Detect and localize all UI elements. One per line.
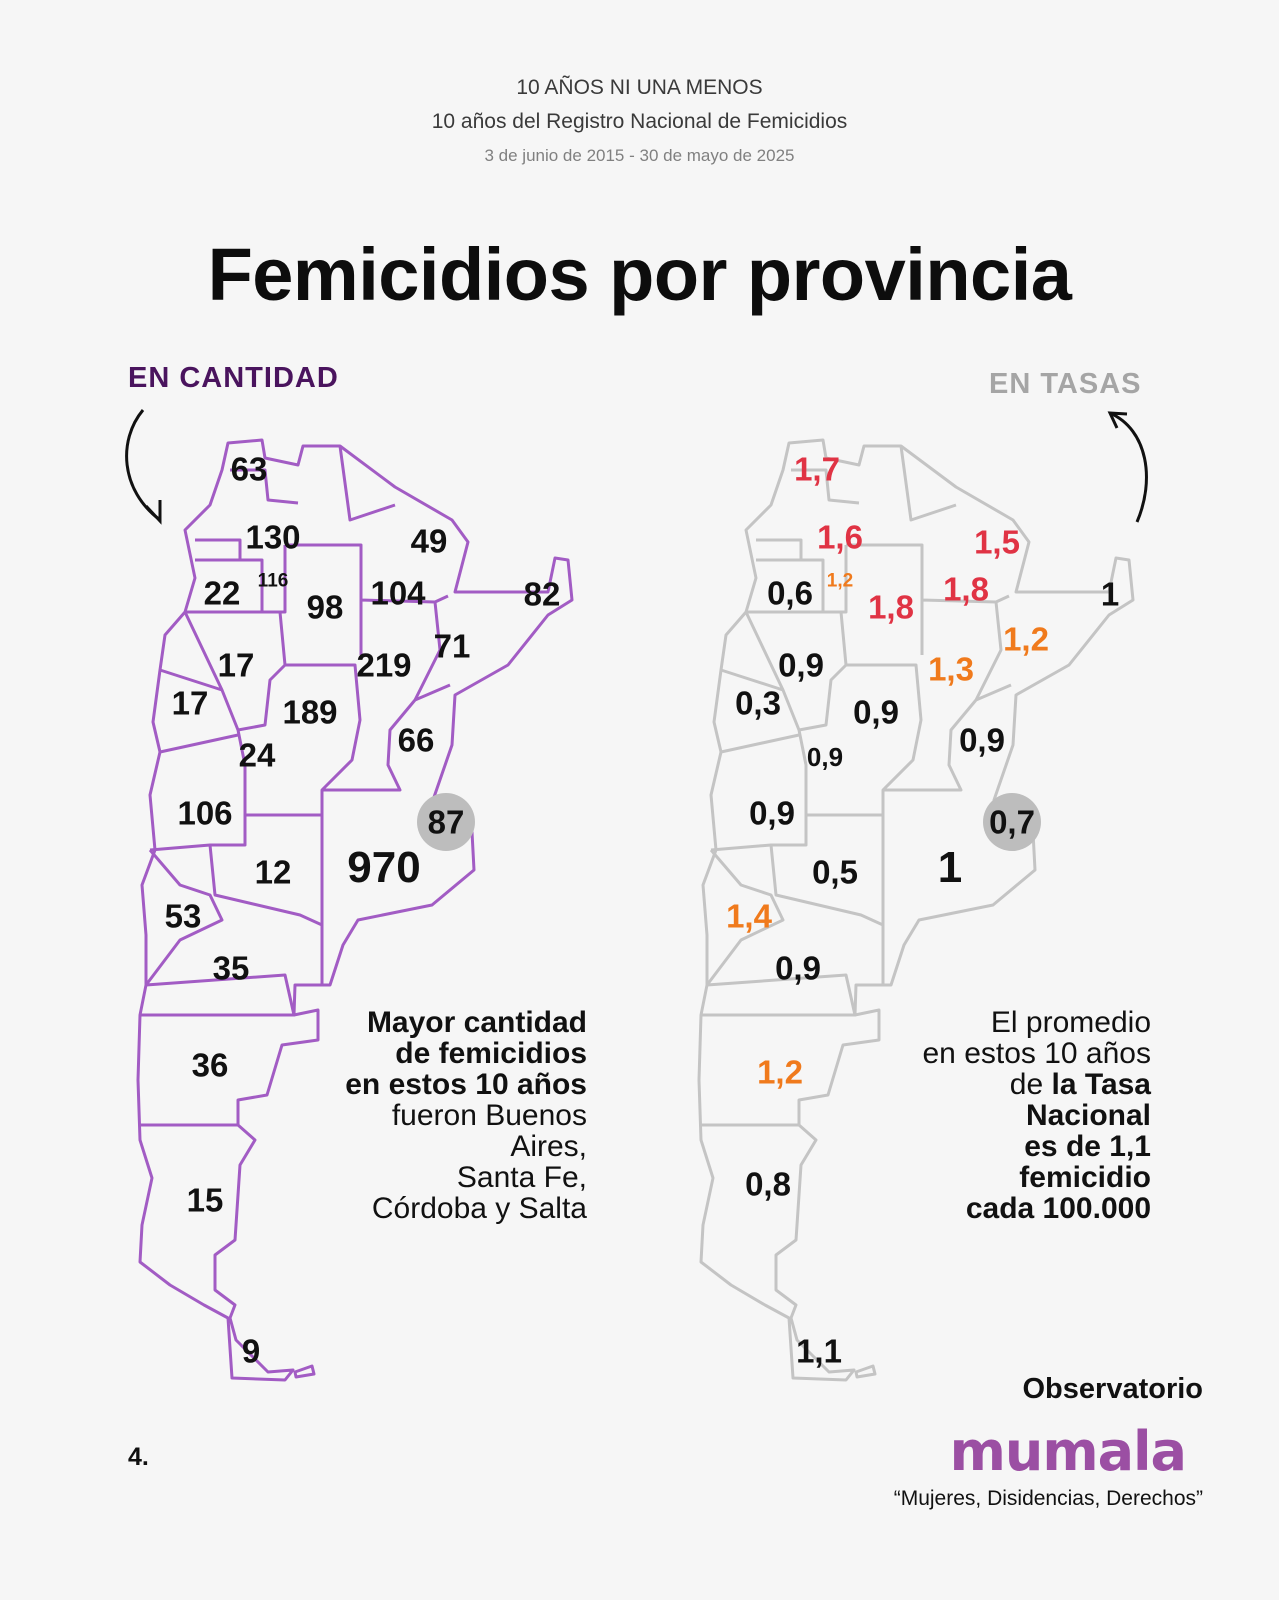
value-rionegro: 35 <box>212 949 250 987</box>
rate-chaco: 1,8 <box>943 570 989 608</box>
note-quantity-line-6: Santa Fe, <box>456 1161 587 1194</box>
value-santafe: 219 <box>356 646 412 684</box>
note-rates-line-3: de <box>1009 1068 1052 1101</box>
note-rates-bold-6: femicidio <box>1019 1161 1151 1194</box>
observatory-label: Observatorio <box>1022 1373 1204 1405</box>
value-buenosaires: 970 <box>347 843 421 892</box>
tierra-del-fuego-outline-right <box>854 1364 877 1379</box>
caba-marker-left <box>417 793 475 851</box>
rate-buenosaires: 1 <box>937 843 963 892</box>
value-sanluis: 24 <box>238 736 276 774</box>
rate-santafe: 1,3 <box>928 650 974 688</box>
rate-formosa: 1,5 <box>974 523 1020 561</box>
note-quantity-line-1: Mayor cantidad <box>366 1006 587 1039</box>
note-rates-bold-5: es de 1,1 <box>1024 1130 1151 1163</box>
note-quantity-line-7: Córdoba y Salta <box>371 1192 587 1225</box>
rate-jujuy: 1,7 <box>794 450 840 488</box>
note-rates-bold-3: la Tasa <box>1051 1068 1151 1101</box>
note-rates-bold-4: Nacional <box>1025 1099 1151 1132</box>
province-borders-right <box>701 445 1012 1127</box>
note-quantity-line-4: fueron Buenos <box>391 1099 587 1132</box>
rate-rionegro: 0,9 <box>775 949 821 987</box>
province-borders <box>140 445 451 1127</box>
value-tucuman: 116 <box>257 570 289 592</box>
note-quantity-line-2: de femicidios <box>395 1037 587 1070</box>
rate-lapampa: 0,5 <box>812 853 858 891</box>
note-quantity-line-5: Aires, <box>510 1130 587 1163</box>
rate-santiago: 1,8 <box>868 588 914 626</box>
rate-sanjuan: 0,3 <box>735 684 781 722</box>
rate-mendoza: 0,9 <box>749 794 795 832</box>
rate-tierradelfuego: 1,1 <box>796 1332 842 1370</box>
value-chaco: 104 <box>370 574 426 612</box>
rate-larioja: 0,9 <box>778 646 824 684</box>
value-salta: 130 <box>245 518 301 556</box>
value-cordoba: 189 <box>282 693 338 731</box>
value-corrientes: 71 <box>433 627 471 665</box>
argentina-map-quantity <box>136 438 574 1382</box>
page-number: 4. <box>128 1443 149 1471</box>
value-caba: 87 <box>427 803 465 841</box>
curved-arrow-left-icon <box>125 409 161 522</box>
arrowhead-left-icon <box>144 500 162 525</box>
note-rates-bold-7: cada 100.000 <box>965 1192 1151 1225</box>
value-larioja: 17 <box>217 646 255 684</box>
note-rates-line-1: El promedio <box>990 1006 1151 1039</box>
province-outline-right <box>697 438 1135 1382</box>
province-outline-left <box>136 438 574 1382</box>
rate-santacruz: 0,8 <box>745 1165 791 1203</box>
rate-sanluis: 0,9 <box>806 742 844 772</box>
value-sanjuan: 17 <box>171 684 209 722</box>
caba-marker-right <box>983 793 1041 851</box>
value-formosa: 49 <box>410 522 448 560</box>
rate-catamarca: 0,6 <box>767 574 813 612</box>
arrowhead-right-icon <box>1107 411 1128 429</box>
rate-caba: 0,7 <box>989 803 1035 841</box>
rate-tucuman: 1,2 <box>826 570 854 592</box>
value-santacruz: 15 <box>186 1181 224 1219</box>
rate-salta: 1,6 <box>817 518 863 556</box>
note-quantity: Mayor cantidad de femicidios en estos 10… <box>327 1007 587 1224</box>
value-entrerios: 66 <box>397 721 435 759</box>
value-chubut: 36 <box>191 1046 229 1084</box>
note-quantity-line-3: en estos 10 años <box>345 1068 587 1101</box>
curved-arrow-right-icon <box>1109 411 1148 523</box>
value-lapampa: 12 <box>254 853 292 891</box>
argentina-map-rates <box>697 438 1135 1382</box>
section-label-quantity: EN CANTIDAD <box>128 362 339 394</box>
rate-neuquen: 1,4 <box>726 897 772 935</box>
value-tierradelfuego: 9 <box>241 1332 261 1370</box>
value-jujuy: 63 <box>230 450 268 488</box>
value-mendoza: 106 <box>177 794 233 832</box>
header-line-2: 10 años del Registro Nacional de Femicid… <box>431 110 848 133</box>
note-rates: El promedio en estos 10 años de la Tasa … <box>891 1007 1151 1224</box>
rate-entrerios: 0,9 <box>959 721 1005 759</box>
rate-cordoba: 0,9 <box>853 693 899 731</box>
page-title: Femicidios por provincia <box>207 233 1072 316</box>
value-neuquen: 53 <box>164 897 202 935</box>
tierra-del-fuego-outline <box>293 1364 316 1379</box>
header-line-1: 10 AÑOS NI UNA MENOS <box>516 76 763 99</box>
header-date-range: 3 de junio de 2015 - 30 de mayo de 2025 <box>484 146 795 165</box>
mumala-logo: mumala <box>949 1420 1187 1483</box>
tagline: “Mujeres, Disidencias, Derechos” <box>893 1487 1203 1510</box>
note-rates-line-2: en estos 10 años <box>922 1037 1151 1070</box>
rate-misiones: 1 <box>1100 575 1120 613</box>
value-catamarca: 22 <box>203 574 241 612</box>
rate-chubut: 1,2 <box>757 1053 803 1091</box>
rate-corrientes: 1,2 <box>1003 620 1049 658</box>
value-santiago: 98 <box>306 588 344 626</box>
value-misiones: 82 <box>523 575 561 613</box>
section-label-rates: EN TASAS <box>989 368 1142 400</box>
